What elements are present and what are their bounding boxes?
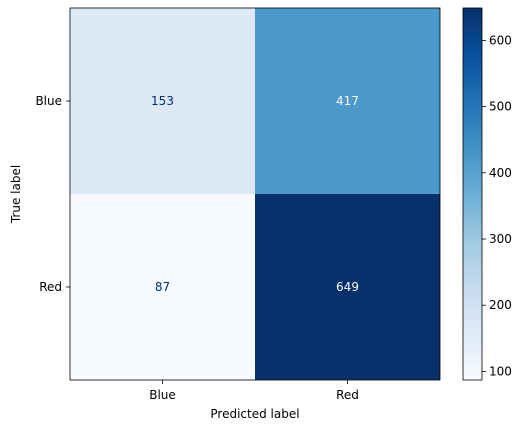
colorbar [462, 7, 483, 381]
cell-value-labels: 153 417 87 649 [151, 94, 359, 294]
y-tick-label-1: Red [39, 280, 62, 294]
colorbar-tick-label-2: 300 [489, 232, 512, 246]
x-tick-label-0: Blue [149, 388, 176, 402]
y-axis-label: True label [9, 165, 23, 224]
colorbar-tick-label-1: 200 [489, 298, 512, 312]
cell-value-1-0: 87 [155, 280, 170, 294]
x-tick-label-1: Red [336, 388, 359, 402]
colorbar-tick-label-4: 500 [489, 100, 512, 114]
x-axis: Blue Red [149, 380, 359, 402]
colorbar-tick-label-0: 100 [489, 364, 512, 378]
colorbar-tick-label-5: 600 [489, 33, 512, 47]
matrix-cell-1-1 [255, 194, 440, 380]
y-tick-label-0: Blue [35, 94, 62, 108]
matrix-cells [70, 8, 440, 380]
matrix-cell-0-1 [255, 8, 440, 194]
colorbar-ticks: 100 200 300 400 500 600 [482, 33, 512, 378]
matrix-cell-1-0 [70, 194, 255, 380]
y-axis: Blue Red [35, 94, 70, 294]
cell-value-1-1: 649 [336, 280, 359, 294]
cell-value-0-1: 417 [336, 94, 359, 108]
cell-value-0-0: 153 [151, 94, 174, 108]
colorbar-tick-label-3: 400 [489, 166, 512, 180]
plot-frame [69, 7, 441, 381]
x-axis-label: Predicted label [210, 407, 299, 421]
matrix-cell-0-0 [70, 8, 255, 194]
